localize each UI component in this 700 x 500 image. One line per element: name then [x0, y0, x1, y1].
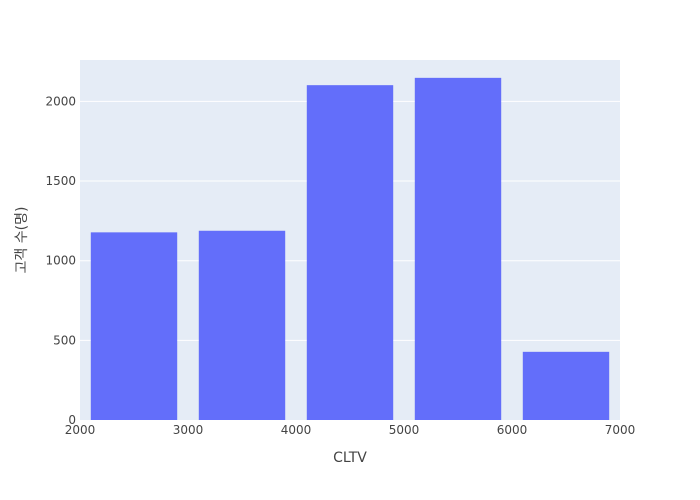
x-tick-label: 7000	[605, 423, 636, 437]
y-tick-label: 1000	[45, 254, 76, 268]
x-axis-ticks: 2000 3000 4000 5000 6000 7000	[65, 423, 636, 437]
y-axis-title: 고객 수(명)	[14, 207, 30, 274]
x-tick-label: 3000	[173, 423, 204, 437]
x-tick-label: 2000	[65, 423, 96, 437]
histogram-bar[interactable]	[414, 77, 502, 421]
bars	[90, 77, 610, 421]
x-tick-label: 6000	[497, 423, 528, 437]
y-tick-label: 0	[68, 413, 76, 427]
x-axis-title: CLTV	[333, 450, 367, 466]
y-tick-label: 2000	[45, 94, 76, 108]
y-axis-ticks: 0 500 1000 1500 2000	[45, 94, 76, 427]
x-tick-label: 4000	[281, 423, 312, 437]
y-tick-label: 500	[53, 333, 76, 347]
histogram-bar[interactable]	[522, 351, 610, 420]
histogram-bar[interactable]	[198, 230, 286, 420]
x-tick-label: 5000	[389, 423, 420, 437]
histogram-bar[interactable]	[90, 232, 178, 420]
histogram-bar[interactable]	[306, 85, 394, 420]
y-tick-label: 1500	[45, 174, 76, 188]
